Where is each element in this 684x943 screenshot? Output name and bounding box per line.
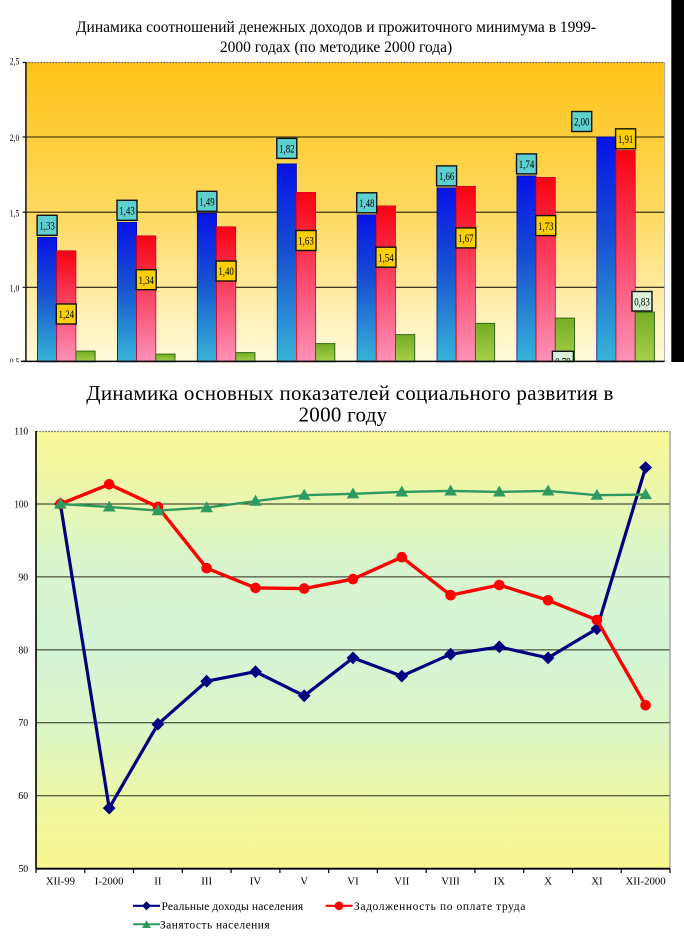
- svg-text:Занятость населения: Занятость населения: [160, 919, 270, 931]
- svg-text:2000 годах (по методике 2000 г: 2000 годах (по методике 2000 года): [220, 39, 452, 56]
- svg-text:1,73: 1,73: [538, 219, 554, 233]
- svg-text:0,83: 0,83: [634, 295, 650, 309]
- svg-text:1,0: 1,0: [10, 285, 20, 295]
- svg-text:1,63: 1,63: [298, 234, 314, 248]
- svg-text:1,82: 1,82: [279, 142, 295, 156]
- svg-text:80: 80: [18, 645, 28, 656]
- svg-text:1,48: 1,48: [359, 196, 375, 210]
- svg-text:1,74: 1,74: [519, 157, 535, 171]
- svg-text:1,66: 1,66: [439, 169, 455, 183]
- svg-text:Динамика соотношений денежных: Динамика соотношений денежных доходов и …: [76, 19, 596, 36]
- svg-text:V: V: [300, 876, 308, 888]
- svg-text:I-2000: I-2000: [95, 876, 124, 888]
- svg-text:1,91: 1,91: [618, 132, 634, 146]
- svg-text:1,49: 1,49: [199, 195, 215, 209]
- svg-text:II: II: [154, 876, 162, 888]
- svg-text:VII: VII: [394, 876, 409, 888]
- svg-text:1,5: 1,5: [10, 209, 20, 219]
- svg-text:0,5: 0,5: [10, 358, 20, 368]
- svg-text:1,24: 1,24: [59, 307, 75, 321]
- svg-text:1,40: 1,40: [218, 264, 234, 278]
- svg-text:70: 70: [18, 718, 28, 729]
- svg-text:XII-99: XII-99: [46, 876, 75, 888]
- svg-text:Реальные доходы населения: Реальные доходы населения: [162, 901, 304, 913]
- svg-text:50: 50: [18, 864, 28, 875]
- svg-text:VI: VI: [347, 876, 359, 888]
- svg-text:III: III: [201, 876, 212, 888]
- svg-text:2,00: 2,00: [574, 115, 590, 129]
- svg-text:IX: IX: [494, 876, 506, 888]
- svg-text:Динамика основных показателей: Динамика основных показателей социальног…: [86, 381, 614, 405]
- svg-text:60: 60: [18, 791, 28, 802]
- svg-text:2,0: 2,0: [10, 134, 20, 144]
- svg-text:110: 110: [14, 427, 28, 438]
- svg-text:2,5: 2,5: [10, 57, 20, 67]
- svg-text:1,33: 1,33: [39, 219, 55, 233]
- svg-text:VIII: VIII: [441, 876, 460, 888]
- svg-text:XI: XI: [591, 876, 603, 888]
- svg-text:X: X: [544, 876, 552, 888]
- svg-text:IV: IV: [250, 876, 262, 888]
- svg-text:90: 90: [18, 572, 28, 583]
- svg-text:1,43: 1,43: [119, 204, 135, 218]
- svg-text:1,54: 1,54: [378, 250, 394, 264]
- svg-text:1,67: 1,67: [458, 231, 474, 245]
- svg-text:0,79: 0,79: [555, 355, 571, 369]
- svg-text:1,34: 1,34: [138, 273, 154, 287]
- svg-text:100: 100: [14, 499, 28, 510]
- svg-text:XII-2000: XII-2000: [626, 876, 666, 888]
- svg-text:2000 году: 2000 году: [299, 403, 388, 427]
- svg-text:Задолженность по оплате труда: Задолженность по оплате труда: [354, 901, 526, 913]
